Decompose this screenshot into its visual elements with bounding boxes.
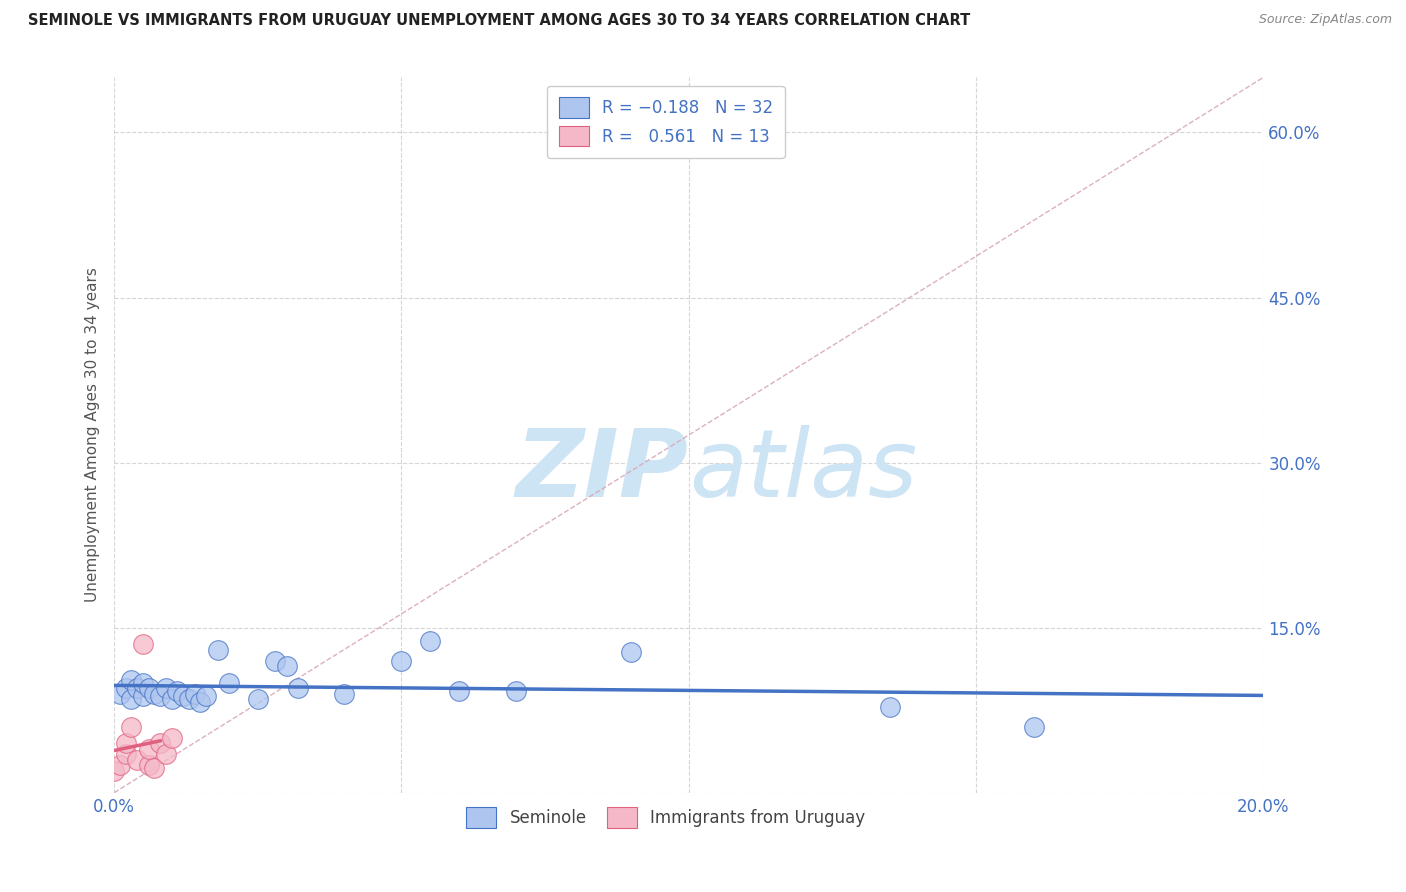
Point bbox=[127, 681, 149, 695]
Point bbox=[132, 675, 155, 690]
Point bbox=[505, 684, 527, 698]
Point bbox=[138, 741, 160, 756]
Point bbox=[287, 681, 309, 695]
Point bbox=[149, 689, 172, 703]
Point bbox=[1022, 720, 1045, 734]
Point bbox=[218, 675, 240, 690]
Point bbox=[177, 692, 200, 706]
Point bbox=[419, 633, 441, 648]
Point bbox=[120, 692, 142, 706]
Point bbox=[114, 736, 136, 750]
Point bbox=[143, 687, 166, 701]
Y-axis label: Unemployment Among Ages 30 to 34 years: Unemployment Among Ages 30 to 34 years bbox=[86, 268, 100, 602]
Point bbox=[879, 699, 901, 714]
Point bbox=[120, 720, 142, 734]
Point bbox=[138, 681, 160, 695]
Point bbox=[160, 692, 183, 706]
Point bbox=[138, 758, 160, 772]
Point bbox=[114, 747, 136, 761]
Point bbox=[207, 642, 229, 657]
Point bbox=[108, 687, 131, 701]
Point bbox=[246, 692, 269, 706]
Point bbox=[143, 761, 166, 775]
Point bbox=[127, 753, 149, 767]
Point bbox=[114, 681, 136, 695]
Point bbox=[264, 654, 287, 668]
Point bbox=[190, 695, 212, 709]
Text: atlas: atlas bbox=[689, 425, 917, 516]
Point bbox=[183, 687, 205, 701]
Point bbox=[447, 684, 470, 698]
Point bbox=[166, 684, 188, 698]
Point bbox=[620, 645, 643, 659]
Point bbox=[149, 736, 172, 750]
Point bbox=[108, 758, 131, 772]
Point bbox=[155, 681, 177, 695]
Point bbox=[120, 673, 142, 688]
Point bbox=[132, 689, 155, 703]
Point bbox=[155, 747, 177, 761]
Text: SEMINOLE VS IMMIGRANTS FROM URUGUAY UNEMPLOYMENT AMONG AGES 30 TO 34 YEARS CORRE: SEMINOLE VS IMMIGRANTS FROM URUGUAY UNEM… bbox=[28, 13, 970, 29]
Point bbox=[132, 637, 155, 651]
Point bbox=[172, 689, 194, 703]
Point bbox=[391, 654, 413, 668]
Text: Source: ZipAtlas.com: Source: ZipAtlas.com bbox=[1258, 13, 1392, 27]
Point bbox=[160, 731, 183, 745]
Legend: Seminole, Immigrants from Uruguay: Seminole, Immigrants from Uruguay bbox=[460, 801, 872, 834]
Text: ZIP: ZIP bbox=[516, 425, 689, 516]
Point bbox=[276, 659, 298, 673]
Point bbox=[195, 689, 218, 703]
Point bbox=[103, 764, 125, 778]
Point bbox=[333, 687, 356, 701]
